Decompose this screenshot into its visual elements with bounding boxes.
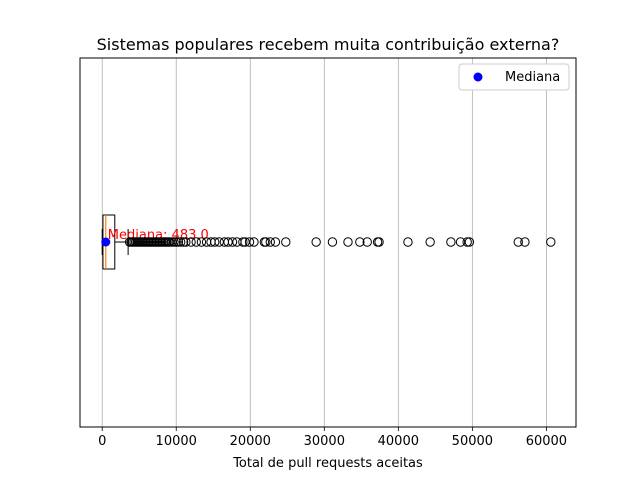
legend-label-median: Mediana [505,70,560,85]
outlier-point [210,237,220,247]
outlier-point [327,237,338,247]
legend: Mediana [458,63,570,91]
outlier-point [173,237,184,247]
outlier-point [513,237,523,247]
legend-marker-median [473,72,483,82]
outlier-point [227,237,238,247]
outlier-point [186,237,196,247]
x-tick-label: 50000 [452,434,493,449]
outlier-point [425,237,435,247]
outlier-point [265,237,275,247]
outlier-point [171,237,181,247]
outlier-point [249,237,259,247]
outlier-point [355,237,365,247]
x-tick-label: 0 [98,434,106,449]
x-tick-label: 30000 [304,434,345,449]
outlier-point [362,237,372,247]
outlier-point [281,237,291,247]
outlier-point [270,237,281,247]
median-point [101,237,111,247]
outlier-points [124,237,556,247]
x-tick-label: 20000 [230,434,271,449]
outlier-point [244,237,255,247]
outlier-point [261,237,271,247]
outlier-point [175,237,186,247]
x-tick-label: 40000 [378,434,419,449]
outlier-point [169,237,179,247]
plot-area-frame [79,57,577,428]
outlier-point [196,237,207,247]
outlier-point [191,237,201,247]
x-axis-label: Total de pull requests aceitas [232,456,423,471]
outlier-point [403,237,413,247]
outlier-point [464,237,475,247]
chart-title: Sistemas populares recebem muita contrib… [97,35,560,54]
x-tick-label: 60000 [526,434,567,449]
outlier-point [462,237,472,247]
outlier-point [546,237,556,247]
x-tick-label: 10000 [156,434,197,449]
x-axis-ticks: 0 10000 20000 30000 40000 50000 60000 [98,427,567,449]
outlier-point [520,237,530,247]
outlier-point [311,237,321,247]
outlier-point [181,237,191,247]
outlier-point [446,237,456,247]
outlier-point [238,237,248,247]
legend-frame [458,63,570,91]
outlier-point [343,237,353,247]
outlier-point [374,237,384,247]
outlier-point [178,237,189,247]
